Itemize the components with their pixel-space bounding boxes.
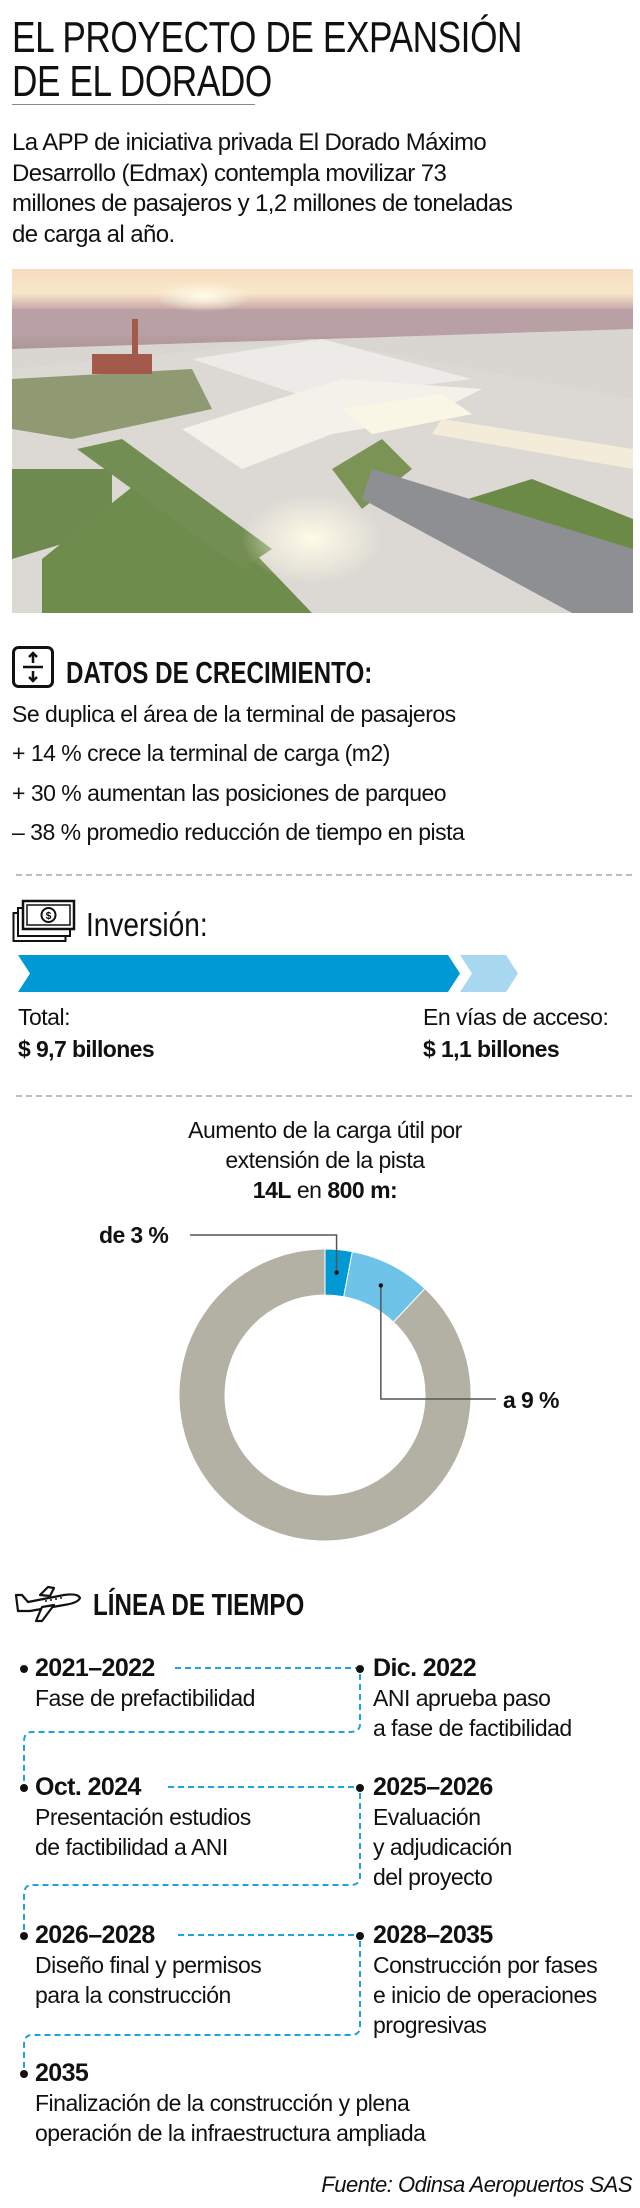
investment-heading: Inversión:: [86, 906, 208, 943]
timeline-item-date: Dic. 2022: [373, 1654, 477, 1682]
growth-item: + 30 % aumentan las posiciones de parque…: [12, 780, 447, 806]
investment-bar-access: [460, 955, 518, 992]
timeline-item: 2021–2022 Fase de prefactibilidad: [20, 1653, 255, 1713]
timeline-item-desc: operación de la infraestructura ampliada: [35, 2120, 426, 2146]
title-underline: [12, 104, 255, 105]
page-title-line-1: EL PROYECTO DE EXPANSIÓN: [12, 13, 523, 62]
total-value: $ 9,7 billones: [18, 1036, 155, 1062]
timeline-item: 2035 Finalización de la construcción y p…: [20, 2058, 426, 2148]
section-divider: [16, 1095, 632, 1097]
timeline-item: 2025–2026 Evaluación y adjudicación del …: [356, 1772, 512, 1892]
timeline-dot: [20, 1784, 28, 1792]
growth-item: Se duplica el área de la terminal de pas…: [12, 701, 456, 727]
leader-dot-end: [378, 1283, 384, 1288]
timeline-item-desc: Construcción por fases: [373, 1952, 598, 1978]
timeline-item-desc: a fase de factibilidad: [373, 1715, 572, 1741]
timeline-dot: [20, 1932, 28, 1940]
timeline-item-date: Oct. 2024: [35, 1773, 141, 1801]
timeline-item-desc: progresivas: [373, 2012, 487, 2038]
investment-bar: [18, 955, 518, 992]
timeline-item-date: 2025–2026: [373, 1773, 493, 1801]
timeline-heading: LÍNEA DE TIEMPO: [93, 1587, 305, 1622]
growth-item: + 14 % crece la terminal de carga (m2): [12, 740, 390, 766]
timeline-item-date: 2035: [35, 2059, 89, 2087]
timeline-item-desc: Fase de prefactibilidad: [35, 1685, 255, 1711]
timeline-item-desc: Finalización de la construcción y plena: [35, 2090, 410, 2116]
total-label: Total:: [18, 1004, 70, 1030]
timeline-item-date: 2026–2028: [35, 1921, 155, 1949]
timeline-item-desc: Diseño final y permisos: [35, 1952, 262, 1978]
timeline-dot: [356, 1932, 364, 1940]
timeline-dot: [356, 1784, 364, 1792]
timeline-item-desc: e inicio de operaciones: [373, 1982, 597, 2008]
timeline-dot: [20, 1665, 28, 1673]
intro-line: Desarrollo (Edmax) contempla movilizar 7…: [12, 159, 447, 187]
timeline-item-desc: y adjudicación: [373, 1834, 512, 1860]
airport-aerial-render-image: [12, 269, 633, 613]
timeline-item-desc: para la construcción: [35, 1982, 231, 2008]
expand-arrows-icon: [12, 646, 54, 688]
section-divider: [16, 874, 632, 876]
source-credit: Fuente: Odinsa Aeropuertos SAS: [321, 2172, 632, 2197]
timeline-dot: [20, 2070, 28, 2078]
timeline-item-date: 2028–2035: [373, 1921, 493, 1949]
slice-label-end: a 9 %: [503, 1387, 559, 1413]
airplane-icon: [14, 1585, 82, 1623]
donut-chart: [178, 1234, 496, 1542]
timeline-item: 2026–2028 Diseño final y permisos para l…: [20, 1920, 262, 2010]
timeline-item: 2028–2035 Construcción por fases e inici…: [356, 1920, 598, 2040]
investment-bar-total: [18, 955, 460, 992]
chart-title-line-1: Aumento de la carga útil por: [188, 1117, 462, 1143]
chart-title-line-3: 14L en 800 m:: [252, 1177, 398, 1203]
timeline-item-date: 2021–2022: [35, 1654, 155, 1682]
leader-line-start: [190, 1234, 338, 1273]
page-title-line-2: DE EL DORADO: [12, 57, 272, 106]
growth-heading: DATOS DE CRECIMIENTO:: [66, 655, 373, 690]
access-value: $ 1,1 billones: [423, 1036, 560, 1062]
timeline-item: Oct. 2024 Presentación estudios de facti…: [20, 1772, 251, 1862]
intro-line: La APP de iniciativa privada El Dorado M…: [12, 129, 487, 156]
intro-paragraph: La APP de iniciativa privada El Dorado M…: [12, 128, 513, 250]
timeline-item-desc: del proyecto: [373, 1864, 493, 1890]
svg-text:$: $: [46, 911, 52, 922]
intro-line: millones de pasajeros y 1,2 millones de …: [12, 190, 513, 217]
chart-title-line-2: extensión de la pista: [225, 1147, 425, 1173]
intro-line: de carga al año.: [12, 220, 175, 248]
timeline-connector: [23, 1667, 361, 2068]
timeline-item-desc: de factibilidad a ANI: [35, 1834, 228, 1860]
timeline-item-desc: Evaluación: [373, 1804, 481, 1830]
timeline-item-desc: ANI aprueba paso: [373, 1685, 551, 1711]
growth-item: – 38 % promedio reducción de tiempo en p…: [12, 819, 465, 845]
timeline-dot: [356, 1665, 364, 1673]
slice-label-start: de 3 %: [99, 1222, 169, 1248]
donut-slice-remainder: [178, 1248, 472, 1542]
leader-dot-start: [334, 1270, 339, 1275]
timeline-item-desc: Presentación estudios: [35, 1804, 251, 1830]
timeline-item: Dic. 2022 ANI aprueba paso a fase de fac…: [356, 1653, 572, 1743]
leader-line-end: [380, 1285, 496, 1400]
money-bills-icon: $: [12, 899, 76, 942]
access-label: En vías de acceso:: [423, 1004, 609, 1030]
